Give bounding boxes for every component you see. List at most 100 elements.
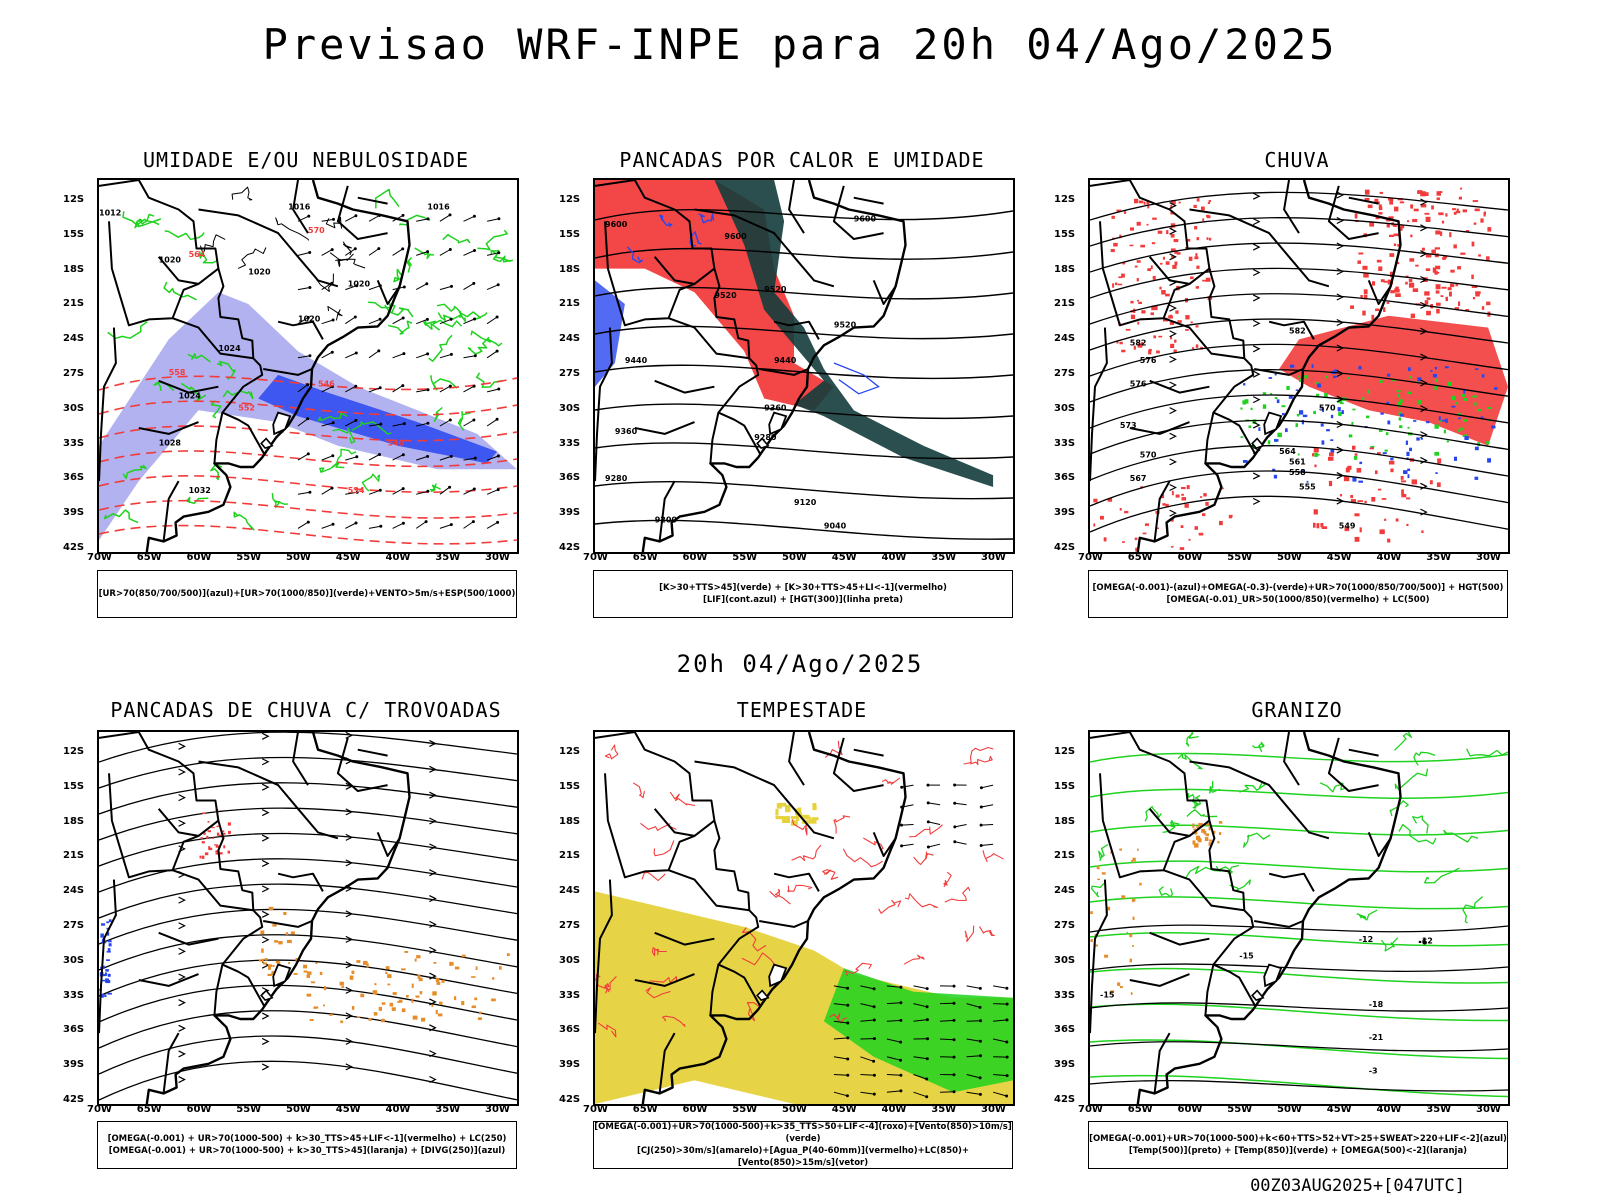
- lat-tick-label: 24S: [63, 885, 85, 897]
- lon-tick-label: 65W: [1127, 552, 1153, 563]
- lon-tick-label: 70W: [583, 1104, 608, 1115]
- contour-label: 9280: [605, 474, 628, 483]
- contour-label: 1020: [159, 256, 182, 265]
- lon-tick-label: 45W: [335, 1104, 361, 1115]
- lat-tick-label: 33S: [63, 989, 85, 1001]
- lat-tick-label: 27S: [63, 368, 85, 379]
- contour-label: 9200: [655, 516, 678, 525]
- lon-tick-label: 30W: [1476, 552, 1501, 563]
- lon-tick-label: 30W: [485, 1104, 510, 1115]
- lon-tick-label: 45W: [1326, 552, 1352, 563]
- lon-tick-label: 50W: [1277, 552, 1302, 563]
- lat-tick-label: 24S: [1054, 885, 1076, 897]
- panel-title: TEMPESTADE: [736, 698, 868, 722]
- lat-tick-label: 18S: [559, 263, 581, 275]
- map-plot: [99, 732, 517, 1104]
- lon-tick-label: 30W: [1476, 1104, 1501, 1115]
- lon-tick-label: 65W: [1127, 1104, 1153, 1115]
- legend-line: [Temp(500)](preto) + [Temp(850)](verde) …: [1128, 1146, 1468, 1156]
- legend-line: [OMEGA(-0.001)-(azul)+OMEGA(-0.3)-(verde…: [1092, 583, 1504, 593]
- lat-tick-label: 15S: [559, 780, 581, 792]
- panel-title: CHUVA: [1264, 148, 1330, 172]
- lat-tick-label: 33S: [63, 437, 85, 449]
- panel-legend: [K>30+TTS>45](verde) + [K>30+TTS>45+LI<-…: [593, 570, 1013, 618]
- contour-label: -15: [1100, 991, 1115, 1000]
- lat-tick-label: 12S: [1054, 746, 1076, 757]
- mid-forecast-time: 20h 04/Ago/2025: [676, 650, 924, 678]
- panel-title: PANCADAS DE CHUVA C/ TROVOADAS: [110, 698, 502, 722]
- lat-tick-label: 33S: [1054, 989, 1076, 1001]
- lat-tick-label: 42S: [559, 1094, 581, 1105]
- lat-tick-label: 33S: [1054, 437, 1076, 449]
- lat-tick-label: 21S: [1054, 298, 1076, 310]
- lon-tick-label: 35W: [1426, 552, 1452, 563]
- lon-tick-label: 55W: [236, 1104, 262, 1115]
- contour-label: 534: [348, 486, 365, 495]
- map-canvas: -12 -12 -15 -15 -18 -21 -3 -6: [1088, 730, 1510, 1106]
- panel-legend: [OMEGA(-0.001)+UR>70(1000-500)+k<60+TTS>…: [1088, 1121, 1508, 1169]
- lat-tick-label: 30S: [559, 402, 581, 414]
- contour-label: 555: [1299, 482, 1316, 491]
- lat-tick-label: 42S: [559, 542, 581, 553]
- panel-title: UMIDADE E/OU NEBULOSIDADE: [142, 148, 470, 172]
- lat-tick-label: 24S: [559, 333, 581, 345]
- panel-title: PANCADAS POR CALOR E UMIDADE: [619, 148, 985, 172]
- lat-tick-label: 18S: [63, 263, 85, 275]
- panel-legend: [OMEGA(-0.001) + UR>70(1000-500) + k>30_…: [97, 1121, 517, 1169]
- lon-tick-label: 55W: [732, 1104, 758, 1115]
- contour-label: -12: [1418, 936, 1432, 945]
- lat-tick-label: 36S: [559, 1024, 581, 1036]
- contour-label: 9600: [854, 214, 877, 223]
- contour-label: 1012: [99, 208, 121, 217]
- lon-tick-label: 40W: [1376, 552, 1402, 563]
- map-canvas: 9600 9600 9600 9520 9520 9520 9440 9440 9360 9360…: [593, 178, 1015, 554]
- lat-tick-label: 30S: [63, 402, 85, 414]
- lon-tick-label: 60W: [682, 1104, 708, 1115]
- contour-label: 546: [318, 380, 335, 389]
- lat-tick-label: 27S: [559, 368, 581, 379]
- lon-tick-label: 40W: [881, 552, 907, 563]
- lat-tick-label: 21S: [1054, 850, 1076, 862]
- contour-label: 570: [1319, 403, 1336, 412]
- lat-tick-label: 18S: [559, 815, 581, 827]
- lon-tick-label: 35W: [931, 1104, 957, 1115]
- panel-legend: [OMEGA(-0.001)-(azul)+OMEGA(-0.3)-(verde…: [1088, 570, 1508, 618]
- contour-label: 570: [1140, 451, 1157, 460]
- contour-label: 9520: [714, 291, 737, 300]
- lat-tick-label: 39S: [63, 1059, 85, 1071]
- contour-label: 576: [1140, 356, 1157, 365]
- contour-label: 549: [1339, 521, 1356, 530]
- contour-label: 9120: [794, 498, 817, 507]
- lon-tick-label: 55W: [236, 552, 262, 563]
- map-canvas: [593, 730, 1015, 1106]
- contour-label: 582: [1130, 338, 1147, 347]
- lat-tick-label: 15S: [63, 228, 85, 240]
- lat-tick-label: 39S: [1054, 507, 1076, 519]
- legend-line: [UR>70(850/700/500)](azul)+[UR>70(1000/8…: [98, 589, 516, 599]
- contour-label: 9040: [824, 521, 847, 530]
- lat-tick-label: 15S: [1054, 228, 1076, 240]
- lat-tick-label: 33S: [559, 437, 581, 449]
- lon-tick-label: 45W: [831, 1104, 857, 1115]
- lon-tick-label: 55W: [1227, 1104, 1253, 1115]
- contour-label: 9600: [605, 220, 628, 229]
- contour-label: -3: [1369, 1066, 1378, 1075]
- lat-tick-label: 39S: [559, 507, 581, 519]
- lat-tick-label: 30S: [1054, 954, 1076, 966]
- contour-label: 1020: [248, 268, 271, 277]
- contour-label: 576: [1130, 380, 1147, 389]
- lat-tick-label: 18S: [1054, 263, 1076, 275]
- lon-tick-label: 40W: [385, 552, 411, 563]
- map-canvas: 582 582 576 576 573 570 570 567 564 561 558 555 549: [1088, 178, 1510, 554]
- lon-tick-label: 45W: [831, 552, 857, 563]
- contour-label: 9360: [764, 403, 787, 412]
- contour-label: -6: [1418, 938, 1427, 947]
- lat-tick-label: 42S: [1054, 542, 1076, 553]
- contour-label: 564: [189, 250, 206, 259]
- contour-label: 567: [1130, 474, 1147, 483]
- contour-label: 564: [1279, 447, 1296, 456]
- lon-tick-label: 70W: [1078, 552, 1103, 563]
- lat-tick-label: 24S: [1054, 333, 1076, 345]
- lon-tick-label: 50W: [286, 1104, 311, 1115]
- lon-tick-label: 45W: [1326, 1104, 1352, 1115]
